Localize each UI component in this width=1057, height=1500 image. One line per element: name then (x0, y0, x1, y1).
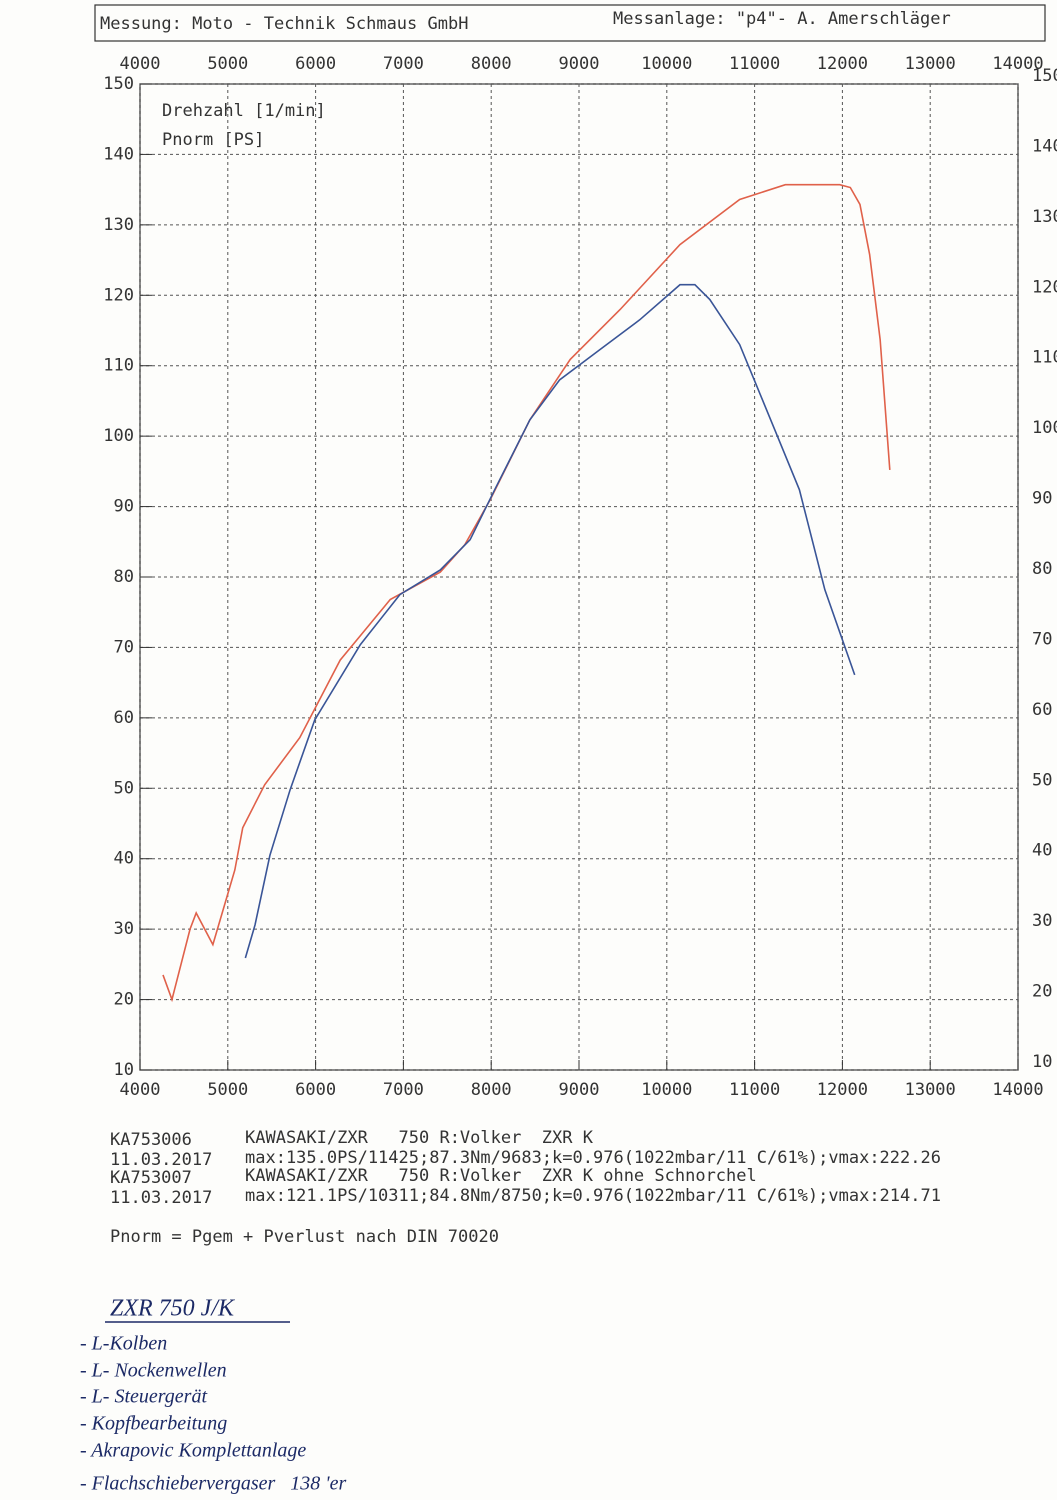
axis-label: Pnorm [PS] (162, 130, 264, 150)
x-tick-label: 11000 (729, 54, 780, 74)
y-tick-label: 50 (114, 778, 134, 798)
notes-title: ZXR 750 J/K (110, 1296, 236, 1322)
y-tick-label: 40 (1032, 841, 1052, 861)
y-tick-label: 30 (1032, 911, 1052, 931)
y-tick-label: 20 (1032, 982, 1052, 1002)
x-tick-label: 9000 (559, 1080, 600, 1100)
y-tick-label: 150 (1032, 66, 1057, 86)
note-item: - Akrapovic Komplettanlage (80, 1440, 306, 1462)
y-tick-label: 90 (114, 497, 134, 517)
x-tick-label: 8000 (471, 1080, 512, 1100)
y-tick-label: 120 (103, 285, 134, 305)
note-item: - L- Nockenwellen (80, 1360, 227, 1382)
y-tick-label: 150 (103, 74, 134, 94)
y-tick-label: 50 (1032, 770, 1052, 790)
x-tick-label: 10000 (641, 54, 692, 74)
legend-summary: max:121.1PS/10311;84.8Nm/8750;k=0.976(10… (245, 1186, 941, 1206)
y-tick-label: 70 (1032, 629, 1052, 649)
legend-id: KA753006 (110, 1130, 192, 1150)
y-tick-label: 20 (114, 990, 134, 1010)
header-box (94, 4, 1046, 42)
y-tick-label: 70 (114, 637, 134, 657)
y-tick-label: 100 (103, 426, 134, 446)
x-tick-label: 7000 (383, 54, 424, 74)
x-tick-label: 10000 (641, 1080, 692, 1100)
note-item: - L-Kolben (80, 1333, 167, 1355)
x-tick-label: 13000 (905, 54, 956, 74)
x-tick-label: 5000 (207, 54, 248, 74)
x-tick-label: 7000 (383, 1080, 424, 1100)
note-item: - L- Steuergerät (80, 1386, 207, 1408)
x-tick-label: 14000 (992, 54, 1043, 74)
y-tick-label: 90 (1032, 489, 1052, 509)
footnote: Pnorm = Pgem + Pverlust nach DIN 70020 (110, 1227, 499, 1247)
y-tick-label: 80 (114, 567, 134, 587)
x-tick-label: 6000 (295, 54, 336, 74)
y-tick-label: 120 (1032, 277, 1057, 297)
x-tick-label: 4000 (120, 1080, 161, 1100)
header-right: Messanlage: "p4"- A. Amerschläger (613, 9, 951, 29)
y-tick-label: 10 (1032, 1052, 1052, 1072)
y-tick-label: 140 (103, 144, 134, 164)
legend-date: 11.03.2017 (110, 1188, 212, 1208)
x-tick-label: 12000 (817, 54, 868, 74)
y-tick-label: 110 (103, 356, 134, 376)
x-tick-label: 9000 (559, 54, 600, 74)
legend-description: KAWASAKI/ZXR 750 R:Volker ZXR K ohne Sch… (245, 1166, 757, 1186)
y-tick-label: 100 (1032, 418, 1057, 438)
note-item: - Kopfbearbeitung (80, 1413, 227, 1435)
y-tick-label: 80 (1032, 559, 1052, 579)
legend-summary: max:135.0PS/11425;87.3Nm/9683;k=0.976(10… (245, 1148, 941, 1168)
y-tick-label: 130 (103, 215, 134, 235)
header-left: Messung: Moto - Technik Schmaus GmbH (100, 14, 468, 34)
data-line (244, 283, 856, 959)
x-tick-label: 13000 (905, 1080, 956, 1100)
y-tick-label: 10 (114, 1060, 134, 1080)
data-line (162, 183, 891, 1003)
y-tick-label: 140 (1032, 136, 1057, 156)
legend-id: KA753007 (110, 1168, 192, 1188)
x-tick-label: 4000 (120, 54, 161, 74)
note-item: - Flachschiebervergaser 138 'er (80, 1473, 346, 1495)
y-tick-label: 60 (1032, 700, 1052, 720)
x-tick-label: 14000 (992, 1080, 1043, 1100)
x-tick-label: 12000 (817, 1080, 868, 1100)
axis-label: Drehzahl [1/min] (162, 101, 326, 121)
y-tick-label: 40 (114, 849, 134, 869)
x-tick-label: 5000 (207, 1080, 248, 1100)
x-tick-label: 6000 (295, 1080, 336, 1100)
x-tick-label: 8000 (471, 54, 512, 74)
legend-description: KAWASAKI/ZXR 750 R:Volker ZXR K (245, 1128, 594, 1148)
y-tick-label: 60 (114, 708, 134, 728)
y-tick-label: 30 (114, 919, 134, 939)
legend-date: 11.03.2017 (110, 1150, 212, 1170)
x-tick-label: 11000 (729, 1080, 780, 1100)
y-tick-label: 110 (1032, 348, 1057, 368)
y-tick-label: 130 (1032, 207, 1057, 227)
